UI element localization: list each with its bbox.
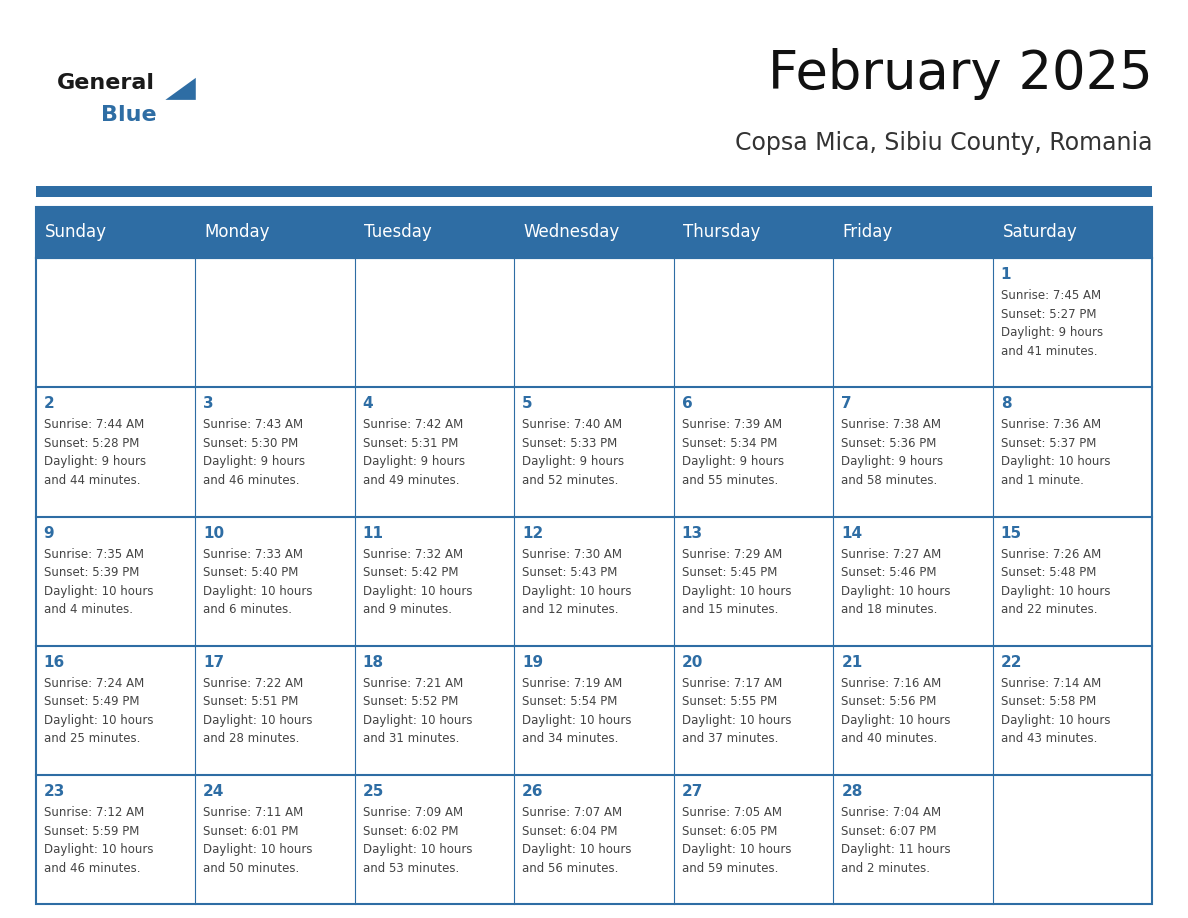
Text: February 2025: February 2025 <box>767 48 1152 100</box>
Text: 21: 21 <box>841 655 862 670</box>
Text: 4: 4 <box>362 397 373 411</box>
Text: 13: 13 <box>682 526 703 541</box>
Text: 5: 5 <box>523 397 533 411</box>
Text: Sunrise: 7:44 AM
Sunset: 5:28 PM
Daylight: 9 hours
and 44 minutes.: Sunrise: 7:44 AM Sunset: 5:28 PM Dayligh… <box>44 419 146 487</box>
Text: 7: 7 <box>841 397 852 411</box>
Text: Sunrise: 7:19 AM
Sunset: 5:54 PM
Daylight: 10 hours
and 34 minutes.: Sunrise: 7:19 AM Sunset: 5:54 PM Dayligh… <box>523 677 632 745</box>
Text: Sunrise: 7:43 AM
Sunset: 5:30 PM
Daylight: 9 hours
and 46 minutes.: Sunrise: 7:43 AM Sunset: 5:30 PM Dayligh… <box>203 419 305 487</box>
Text: 20: 20 <box>682 655 703 670</box>
Text: Sunrise: 7:38 AM
Sunset: 5:36 PM
Daylight: 9 hours
and 58 minutes.: Sunrise: 7:38 AM Sunset: 5:36 PM Dayligh… <box>841 419 943 487</box>
Text: Sunrise: 7:39 AM
Sunset: 5:34 PM
Daylight: 9 hours
and 55 minutes.: Sunrise: 7:39 AM Sunset: 5:34 PM Dayligh… <box>682 419 784 487</box>
Text: Sunrise: 7:29 AM
Sunset: 5:45 PM
Daylight: 10 hours
and 15 minutes.: Sunrise: 7:29 AM Sunset: 5:45 PM Dayligh… <box>682 548 791 616</box>
Text: 14: 14 <box>841 526 862 541</box>
Text: 15: 15 <box>1000 526 1022 541</box>
Text: Sunrise: 7:07 AM
Sunset: 6:04 PM
Daylight: 10 hours
and 56 minutes.: Sunrise: 7:07 AM Sunset: 6:04 PM Dayligh… <box>523 806 632 875</box>
Text: Sunrise: 7:11 AM
Sunset: 6:01 PM
Daylight: 10 hours
and 50 minutes.: Sunrise: 7:11 AM Sunset: 6:01 PM Dayligh… <box>203 806 312 875</box>
Text: Sunrise: 7:24 AM
Sunset: 5:49 PM
Daylight: 10 hours
and 25 minutes.: Sunrise: 7:24 AM Sunset: 5:49 PM Dayligh… <box>44 677 153 745</box>
Text: 23: 23 <box>44 784 65 799</box>
Polygon shape <box>165 78 196 100</box>
Text: 11: 11 <box>362 526 384 541</box>
Text: 16: 16 <box>44 655 65 670</box>
Text: Sunrise: 7:14 AM
Sunset: 5:58 PM
Daylight: 10 hours
and 43 minutes.: Sunrise: 7:14 AM Sunset: 5:58 PM Dayligh… <box>1000 677 1111 745</box>
Text: 28: 28 <box>841 784 862 799</box>
Text: 9: 9 <box>44 526 55 541</box>
Text: General: General <box>57 73 154 93</box>
Text: Sunrise: 7:32 AM
Sunset: 5:42 PM
Daylight: 10 hours
and 9 minutes.: Sunrise: 7:32 AM Sunset: 5:42 PM Dayligh… <box>362 548 472 616</box>
Text: Friday: Friday <box>842 223 893 241</box>
Text: 18: 18 <box>362 655 384 670</box>
Text: Sunrise: 7:40 AM
Sunset: 5:33 PM
Daylight: 9 hours
and 52 minutes.: Sunrise: 7:40 AM Sunset: 5:33 PM Dayligh… <box>523 419 625 487</box>
Text: Blue: Blue <box>101 105 157 125</box>
Text: Sunrise: 7:35 AM
Sunset: 5:39 PM
Daylight: 10 hours
and 4 minutes.: Sunrise: 7:35 AM Sunset: 5:39 PM Dayligh… <box>44 548 153 616</box>
Text: Sunrise: 7:16 AM
Sunset: 5:56 PM
Daylight: 10 hours
and 40 minutes.: Sunrise: 7:16 AM Sunset: 5:56 PM Dayligh… <box>841 677 950 745</box>
Text: 17: 17 <box>203 655 225 670</box>
Text: 1: 1 <box>1000 267 1011 282</box>
Text: Sunrise: 7:27 AM
Sunset: 5:46 PM
Daylight: 10 hours
and 18 minutes.: Sunrise: 7:27 AM Sunset: 5:46 PM Dayligh… <box>841 548 950 616</box>
Text: 12: 12 <box>523 526 543 541</box>
Text: Sunday: Sunday <box>45 223 107 241</box>
Text: 6: 6 <box>682 397 693 411</box>
Text: 2: 2 <box>44 397 55 411</box>
Text: 22: 22 <box>1000 655 1023 670</box>
Text: Sunrise: 7:05 AM
Sunset: 6:05 PM
Daylight: 10 hours
and 59 minutes.: Sunrise: 7:05 AM Sunset: 6:05 PM Dayligh… <box>682 806 791 875</box>
Text: 25: 25 <box>362 784 384 799</box>
Text: 19: 19 <box>523 655 543 670</box>
Text: Sunrise: 7:09 AM
Sunset: 6:02 PM
Daylight: 10 hours
and 53 minutes.: Sunrise: 7:09 AM Sunset: 6:02 PM Dayligh… <box>362 806 472 875</box>
Text: Sunrise: 7:26 AM
Sunset: 5:48 PM
Daylight: 10 hours
and 22 minutes.: Sunrise: 7:26 AM Sunset: 5:48 PM Dayligh… <box>1000 548 1111 616</box>
Text: 24: 24 <box>203 784 225 799</box>
Text: 3: 3 <box>203 397 214 411</box>
Text: Sunrise: 7:04 AM
Sunset: 6:07 PM
Daylight: 11 hours
and 2 minutes.: Sunrise: 7:04 AM Sunset: 6:07 PM Dayligh… <box>841 806 950 875</box>
Text: Copsa Mica, Sibiu County, Romania: Copsa Mica, Sibiu County, Romania <box>735 130 1152 155</box>
Text: Sunrise: 7:36 AM
Sunset: 5:37 PM
Daylight: 10 hours
and 1 minute.: Sunrise: 7:36 AM Sunset: 5:37 PM Dayligh… <box>1000 419 1111 487</box>
Text: Saturday: Saturday <box>1003 223 1078 241</box>
Text: Sunrise: 7:12 AM
Sunset: 5:59 PM
Daylight: 10 hours
and 46 minutes.: Sunrise: 7:12 AM Sunset: 5:59 PM Dayligh… <box>44 806 153 875</box>
Text: 10: 10 <box>203 526 225 541</box>
Text: 26: 26 <box>523 784 544 799</box>
Text: Sunrise: 7:33 AM
Sunset: 5:40 PM
Daylight: 10 hours
and 6 minutes.: Sunrise: 7:33 AM Sunset: 5:40 PM Dayligh… <box>203 548 312 616</box>
Text: Tuesday: Tuesday <box>365 223 432 241</box>
Text: Sunrise: 7:42 AM
Sunset: 5:31 PM
Daylight: 9 hours
and 49 minutes.: Sunrise: 7:42 AM Sunset: 5:31 PM Dayligh… <box>362 419 465 487</box>
Text: Sunrise: 7:21 AM
Sunset: 5:52 PM
Daylight: 10 hours
and 31 minutes.: Sunrise: 7:21 AM Sunset: 5:52 PM Dayligh… <box>362 677 472 745</box>
Text: 8: 8 <box>1000 397 1011 411</box>
Text: Sunrise: 7:30 AM
Sunset: 5:43 PM
Daylight: 10 hours
and 12 minutes.: Sunrise: 7:30 AM Sunset: 5:43 PM Dayligh… <box>523 548 632 616</box>
Text: 27: 27 <box>682 784 703 799</box>
Text: Sunrise: 7:45 AM
Sunset: 5:27 PM
Daylight: 9 hours
and 41 minutes.: Sunrise: 7:45 AM Sunset: 5:27 PM Dayligh… <box>1000 289 1102 358</box>
Text: Sunrise: 7:17 AM
Sunset: 5:55 PM
Daylight: 10 hours
and 37 minutes.: Sunrise: 7:17 AM Sunset: 5:55 PM Dayligh… <box>682 677 791 745</box>
Text: Wednesday: Wednesday <box>524 223 620 241</box>
Text: Sunrise: 7:22 AM
Sunset: 5:51 PM
Daylight: 10 hours
and 28 minutes.: Sunrise: 7:22 AM Sunset: 5:51 PM Dayligh… <box>203 677 312 745</box>
Text: Monday: Monday <box>204 223 270 241</box>
Text: Thursday: Thursday <box>683 223 760 241</box>
